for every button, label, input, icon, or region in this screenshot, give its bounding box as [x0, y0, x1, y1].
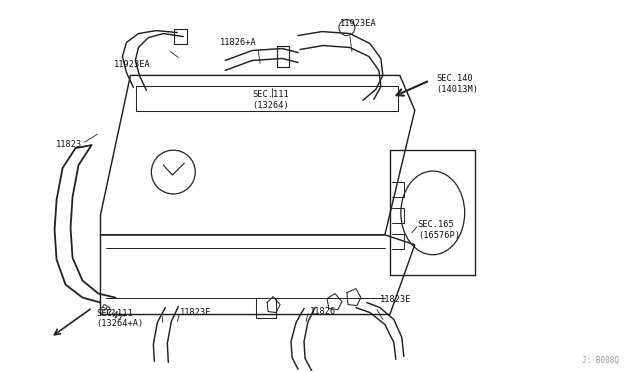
Text: 11923EA: 11923EA [340, 19, 377, 28]
Text: FRONT: FRONT [97, 302, 125, 324]
Text: 11826: 11826 [310, 307, 336, 315]
Text: SEC.165: SEC.165 [418, 220, 454, 229]
Text: 11823E: 11823E [380, 295, 412, 304]
Text: (14013M): (14013M) [436, 86, 479, 94]
Text: 11823: 11823 [56, 140, 82, 149]
Text: 11923EA: 11923EA [113, 61, 150, 70]
Text: (16576P): (16576P) [418, 231, 460, 240]
Text: SEC.111: SEC.111 [252, 90, 289, 99]
Text: (13264+A): (13264+A) [97, 320, 144, 328]
Text: SEC.140: SEC.140 [436, 74, 474, 83]
Text: J: B008Q: J: B008Q [582, 356, 620, 365]
Text: 11826+A: 11826+A [220, 38, 257, 46]
Text: (13264): (13264) [252, 101, 289, 110]
Text: 11823E: 11823E [180, 308, 212, 317]
Text: SEC.111: SEC.111 [97, 308, 133, 318]
